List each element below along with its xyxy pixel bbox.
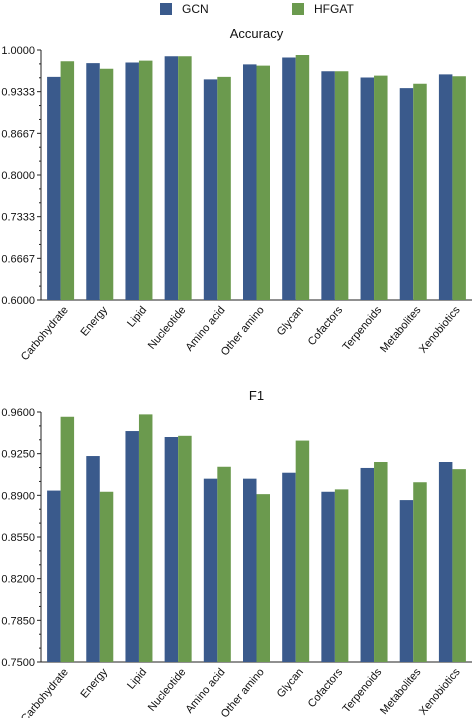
chart1-bar-hfgat	[334, 71, 349, 300]
chart1-y-tick-label: 1.0000	[1, 45, 35, 57]
chart2-bar-gcn	[47, 490, 61, 662]
chart2-bar-hfgat	[374, 462, 388, 662]
chart1-bar-gcn	[47, 76, 61, 300]
chart1-bar-gcn	[399, 88, 414, 300]
legend-swatch-gcn	[160, 3, 172, 15]
chart1-x-tick-label: Xenobiotics	[417, 304, 463, 356]
chart2-bar-hfgat	[334, 489, 349, 662]
chart2-bar-gcn	[438, 462, 453, 662]
chart1-y-tick-label: 0.9333	[1, 87, 35, 99]
chart1-bar-gcn	[243, 64, 257, 300]
chart1-bar-hfgat	[99, 68, 114, 300]
chart1-y-tick-label: 0.8000	[1, 170, 35, 182]
chart1-bar-hfgat	[217, 76, 231, 300]
chart1-x-tick-label: Nucleotide	[146, 304, 189, 352]
chart1-y-tick-label: 0.6000	[1, 295, 35, 307]
chart1-bar-hfgat	[295, 55, 310, 300]
chart2-bar-gcn	[282, 472, 296, 662]
chart1-x-tick-label: Lipid	[125, 304, 149, 330]
chart1-bar-hfgat	[60, 61, 75, 300]
chart2-x-tick-label: Glycan	[275, 666, 306, 700]
chart2-x-tick-label: Lipid	[125, 666, 149, 692]
chart1-bar-hfgat	[374, 75, 388, 300]
chart1-x-tick-label: Terpenoids	[341, 304, 385, 353]
chart2-y-tick-label: 0.7500	[1, 657, 35, 669]
chart1-y-tick-label: 0.8667	[1, 128, 35, 140]
chart2-bar-gcn	[321, 491, 335, 662]
legend-label-hfgat: HFGAT	[314, 2, 354, 16]
chart2-bar-hfgat	[60, 416, 75, 662]
chart1-x-tick-label: Glycan	[275, 304, 306, 338]
chart2-bar-hfgat	[99, 491, 114, 662]
chart2-x-tick-label: Carbohydrate	[19, 666, 71, 718]
chart2-bar-hfgat	[256, 494, 270, 662]
chart2-bar-gcn	[360, 467, 375, 662]
chart2-x-tick-label: Nucleotide	[146, 666, 189, 714]
chart2-bar-hfgat	[295, 440, 310, 662]
chart2-x-tick-label: Terpenoids	[341, 666, 385, 715]
chart2-bar-gcn	[86, 456, 100, 662]
chart2-bar-gcn	[125, 431, 139, 662]
chart1-bar-gcn	[125, 62, 139, 300]
chart2-y-tick-label: 0.7850	[1, 615, 35, 627]
legend: GCN HFGAT	[0, 0, 474, 20]
chart2-bar-hfgat	[217, 466, 231, 662]
chart1-x-tick-label: Carbohydrate	[19, 304, 71, 363]
legend-label-gcn: GCN	[182, 2, 209, 16]
legend-item-hfgat: HFGAT	[292, 2, 354, 16]
chart2-bar-gcn	[399, 500, 414, 662]
chart2-y-tick-label: 0.8550	[1, 532, 35, 544]
chart1-bar-gcn	[164, 56, 179, 300]
chart1-y-tick-label: 0.6667	[1, 253, 35, 265]
chart2-bar-hfgat	[178, 435, 192, 662]
chart1-bar-gcn	[360, 77, 375, 300]
chart2-bar-gcn	[203, 478, 218, 662]
chart2-title: F1	[249, 388, 264, 403]
chart2-bar-gcn	[243, 478, 257, 662]
chart1-bar-gcn	[203, 79, 218, 300]
chart1-bar-hfgat	[178, 56, 192, 300]
chart1-x-tick-label: Energy	[78, 304, 110, 339]
chart1-bar-gcn	[86, 63, 100, 300]
chart2-bar-hfgat	[452, 469, 466, 662]
chart2-bar-gcn	[164, 437, 179, 662]
chart2-x-tick-label: Amino acid	[183, 666, 227, 715]
chart2-bar-hfgat	[413, 482, 427, 662]
chart1-bar-hfgat	[413, 83, 427, 300]
legend-item-gcn: GCN	[160, 2, 209, 16]
chart2-x-tick-label: Cofactors	[306, 666, 346, 710]
legend-swatch-hfgat	[292, 3, 304, 15]
chart2-x-tick-label: Xenobiotics	[417, 666, 463, 718]
chart1-bar-gcn	[282, 57, 296, 300]
chart2-y-tick-label: 0.8200	[1, 574, 35, 586]
chart1-bar-gcn	[438, 74, 453, 300]
chart1-y-tick-label: 0.7333	[1, 212, 35, 224]
chart1-bar-hfgat	[256, 65, 270, 300]
chart1-bar-gcn	[321, 71, 335, 300]
chart2-bar-hfgat	[138, 414, 153, 662]
chart2-y-tick-label: 0.9600	[1, 407, 35, 419]
chart1-bar-hfgat	[138, 60, 153, 300]
chart1-x-tick-label: Amino acid	[183, 304, 227, 353]
chart1-bar-hfgat	[452, 76, 466, 300]
chart2-y-tick-label: 0.9250	[1, 449, 35, 461]
chart1-x-tick-label: Cofactors	[306, 304, 346, 348]
chart2-x-tick-label: Energy	[78, 666, 110, 701]
chart2-y-tick-label: 0.8900	[1, 490, 35, 502]
chart1-title: Accuracy	[230, 26, 284, 41]
